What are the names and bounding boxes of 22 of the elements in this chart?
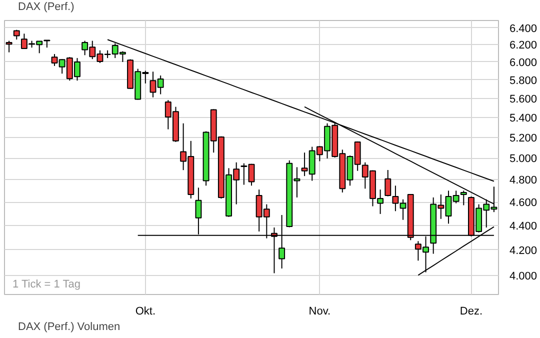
y-tick-label: 4.800: [510, 174, 538, 187]
candlestick: [13, 29, 20, 40]
y-tick-label: 4.600: [510, 197, 538, 210]
series-label: DAX (Perf.): [18, 1, 74, 13]
y-tick-label: 4.400: [510, 220, 538, 232]
y-tick-label: 5.400: [510, 112, 538, 124]
y-tick-label: 5.800: [510, 74, 538, 87]
candlestick: [6, 40, 12, 53]
y-tick-label: 5.600: [510, 93, 538, 106]
text: DAX (Perf.) Volumen: [18, 321, 120, 333]
y-tick-label: 6.200: [510, 40, 538, 52]
candlestick: [384, 169, 392, 197]
y-tick-label: 6.400: [510, 22, 538, 35]
y-tick-label: 4.200: [510, 244, 538, 257]
y-tick-label: 4.000: [510, 270, 538, 283]
y-tick-label: 5.000: [510, 153, 538, 166]
x-tick-label: Okt.: [135, 306, 156, 318]
x-tick-label: Dez.: [460, 306, 483, 318]
y-tick-label: 5.200: [510, 132, 538, 144]
x-tick-label: Nov.: [308, 306, 331, 318]
annotation: 1 Tick = 1 Tag: [12, 278, 80, 290]
y-tick-label: 6.000: [510, 56, 538, 69]
